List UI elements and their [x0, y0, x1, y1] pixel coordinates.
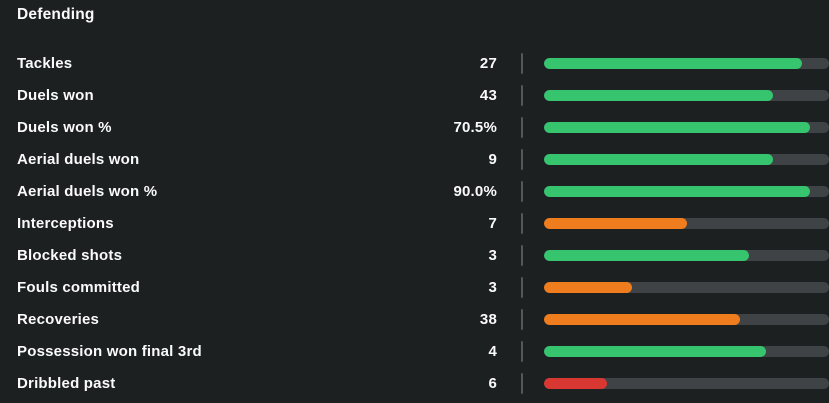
stat-value: 4: [488, 342, 497, 360]
stat-bar-track: [544, 313, 829, 325]
stat-label: Fouls committed: [17, 278, 141, 296]
bar-baseline-tick: [521, 340, 523, 362]
stat-label: Aerial duels won: [17, 150, 140, 168]
stat-bar-track: [544, 217, 829, 229]
stat-row: Recoveries 38: [0, 303, 829, 335]
stats-list: Tackles 27 Duels won 43 Duels won % 70.5…: [0, 47, 829, 399]
stat-value: 43: [479, 86, 497, 104]
stat-bar-fill: [544, 281, 633, 293]
bar-baseline-tick: [521, 180, 523, 202]
bar-baseline-tick: [521, 116, 523, 138]
stat-row: Tackles 27: [0, 47, 829, 79]
stat-row: Possession won final 3rd 4: [0, 335, 829, 367]
stat-value: 6: [488, 374, 497, 392]
stat-row: Interceptions 7: [0, 207, 829, 239]
stat-label: Blocked shots: [17, 246, 123, 264]
stat-value: 38: [479, 310, 497, 328]
stat-label: Duels won: [17, 86, 94, 104]
stat-row: Duels won 43: [0, 79, 829, 111]
stat-value: 90.0%: [453, 182, 497, 200]
stat-bar-track: [544, 153, 829, 165]
stat-bar-fill: [544, 217, 688, 229]
stat-value: 7: [488, 214, 497, 232]
bar-baseline-tick: [521, 84, 523, 106]
bar-baseline-tick: [521, 244, 523, 266]
stat-bar-fill: [544, 153, 774, 165]
section-title: Defending: [17, 6, 95, 23]
stat-row: Duels won % 70.5%: [0, 111, 829, 143]
stat-value: 70.5%: [453, 118, 497, 136]
stat-label: Aerial duels won %: [17, 182, 158, 200]
bar-baseline-tick: [521, 52, 523, 74]
stat-row: Aerial duels won 9: [0, 143, 829, 175]
stat-bar-track: [544, 249, 829, 261]
stat-label: Possession won final 3rd: [17, 342, 202, 360]
stat-bar-track: [544, 377, 829, 389]
stat-bar-fill: [544, 345, 766, 357]
stat-label: Interceptions: [17, 214, 114, 232]
bar-baseline-tick: [521, 372, 523, 394]
stat-row: Blocked shots 3: [0, 239, 829, 271]
stat-bar-track: [544, 121, 829, 133]
stat-label: Recoveries: [17, 310, 100, 328]
stat-value: 27: [479, 54, 497, 72]
bar-baseline-tick: [521, 276, 523, 298]
stat-value: 3: [488, 246, 497, 264]
stat-row: Fouls committed 3: [0, 271, 829, 303]
stat-bar-track: [544, 57, 829, 69]
stat-row: Dribbled past 6: [0, 367, 829, 399]
bar-baseline-tick: [521, 308, 523, 330]
stat-bar-track: [544, 281, 829, 293]
stat-bar-track: [544, 185, 829, 197]
stat-bar-fill: [544, 89, 774, 101]
stat-bar-fill: [544, 377, 607, 389]
bar-baseline-tick: [521, 212, 523, 234]
stat-bar-fill: [544, 313, 741, 325]
stat-bar-fill: [544, 121, 810, 133]
stat-bar-fill: [544, 57, 802, 69]
stat-bar-fill: [544, 249, 749, 261]
stat-bar-fill: [544, 185, 810, 197]
stat-bar-track: [544, 89, 829, 101]
bar-baseline-tick: [521, 148, 523, 170]
stat-value: 9: [488, 150, 497, 168]
stat-value: 3: [488, 278, 497, 296]
stat-label: Dribbled past: [17, 374, 116, 392]
stat-row: Aerial duels won % 90.0%: [0, 175, 829, 207]
stat-label: Tackles: [17, 54, 73, 72]
stat-bar-track: [544, 345, 829, 357]
stat-label: Duels won %: [17, 118, 112, 136]
